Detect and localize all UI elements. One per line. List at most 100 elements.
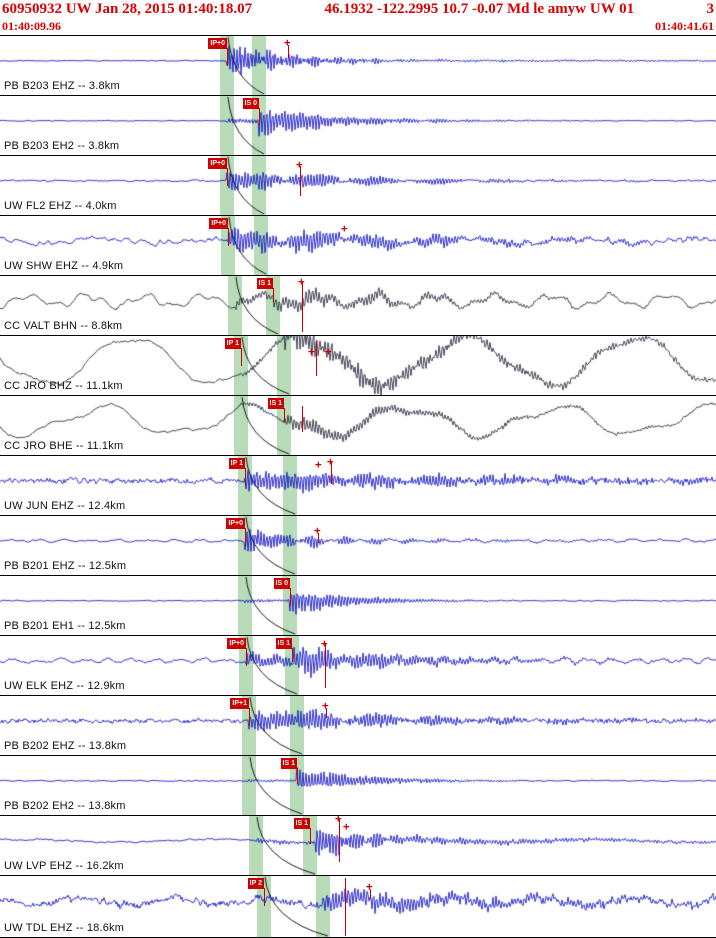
header: 60950932 UW Jan 28, 2015 01:40:18.07 46.… xyxy=(0,0,716,35)
pick-time-line[interactable] xyxy=(259,108,260,126)
pick-flag[interactable]: IS 1 xyxy=(275,638,292,649)
time-axis-labels: 01:40:09.96 01:40:41.61 xyxy=(0,18,716,35)
pick-time-line[interactable] xyxy=(245,468,246,486)
pick-cross-marker: + xyxy=(308,345,315,358)
pick-time-line[interactable] xyxy=(292,648,293,662)
waveform-canvas[interactable] xyxy=(0,36,716,95)
trace-row: UW SHW EHZ -- 4.9km IP+0 + xyxy=(0,216,716,276)
trace-row: UW TDL EHZ -- 18.6km IP 2 + xyxy=(0,876,716,938)
pick-time-line[interactable] xyxy=(227,48,228,66)
station-label: CC JRO BHZ -- 11.1km xyxy=(4,380,123,392)
pick-cross-marker: + xyxy=(322,699,329,712)
window-end-time: 01:40:41.61 xyxy=(655,19,714,33)
trace-row: PB B201 EHZ -- 12.5km IP+0 + xyxy=(0,516,716,576)
trace-row: UW ELK EHZ -- 12.9km IP+0 IS 1 + xyxy=(0,636,716,696)
uncertainty-line xyxy=(300,166,301,196)
trace-row: PB B203 EHZ -- 3.8km IP+0 + xyxy=(0,36,716,96)
trace-row: UW LVP EHZ -- 16.2km IS 1 + + xyxy=(0,816,716,876)
pick-flag[interactable]: IS 0 xyxy=(242,98,259,109)
pick-time-line[interactable] xyxy=(284,408,285,422)
pick-cross-marker: + xyxy=(327,456,334,468)
pick-cross-marker: + xyxy=(314,524,321,537)
pick-cross-marker: + xyxy=(321,637,328,650)
pick-cross-marker: + xyxy=(335,816,342,825)
pick-time-line[interactable] xyxy=(249,708,250,726)
uncertainty-line xyxy=(316,342,317,376)
waveform-canvas[interactable] xyxy=(0,216,716,275)
station-label: UW FL2 EHZ -- 4.0km xyxy=(4,200,117,212)
station-label: PB B201 EHZ -- 12.5km xyxy=(4,560,127,572)
waveform-canvas[interactable] xyxy=(0,876,716,937)
pick-flag[interactable]: IP+0 xyxy=(208,158,227,169)
uncertainty-line xyxy=(288,45,289,58)
pick-flag[interactable]: IP+1 xyxy=(230,698,249,709)
waveform-canvas[interactable] xyxy=(0,576,716,635)
pick-time-line[interactable] xyxy=(246,648,247,666)
waveform-canvas[interactable] xyxy=(0,756,716,815)
waveform-canvas[interactable] xyxy=(0,96,716,155)
station-label: UW TDL EHZ -- 18.6km xyxy=(4,922,125,934)
pick-flag[interactable]: IS 1 xyxy=(293,818,310,829)
uncertainty-line xyxy=(345,878,346,936)
pick-time-line[interactable] xyxy=(241,348,242,366)
uncertainty-line xyxy=(302,282,303,332)
trace-row: CC JRO BHE -- 11.1km IS 1 xyxy=(0,396,716,456)
pick-flag[interactable]: IP+0 xyxy=(227,638,246,649)
pick-time-line[interactable] xyxy=(290,588,291,606)
pick-cross-marker: + xyxy=(298,276,305,288)
waveform-canvas[interactable] xyxy=(0,516,716,575)
event-location-magnitude: 46.1932 -122.2995 10.7 -0.07 Md le amyw … xyxy=(324,1,635,17)
pick-time-line[interactable] xyxy=(310,828,311,844)
station-label: PB B203 EHZ -- 3.8km xyxy=(4,80,120,92)
waveform-canvas[interactable] xyxy=(0,276,716,335)
pick-flag[interactable]: IP+0 xyxy=(226,518,245,529)
station-label: CC JRO BHE -- 11.1km xyxy=(4,440,124,452)
pick-flag[interactable]: IP 2 xyxy=(247,878,264,889)
trace-area: PB B203 EHZ -- 3.8km IP+0 + PB B203 EH2 -… xyxy=(0,35,716,938)
pick-time-line[interactable] xyxy=(227,168,228,186)
uncertainty-line xyxy=(302,406,303,432)
waveform-canvas[interactable] xyxy=(0,396,716,455)
pick-flag[interactable]: IP+0 xyxy=(208,38,227,49)
waveform-canvas[interactable] xyxy=(0,456,716,515)
trace-row: CC JRO BHZ -- 11.1km IP 1 + + xyxy=(0,336,716,396)
window-start-time: 01:40:09.96 xyxy=(2,19,61,33)
pick-cross-marker: + xyxy=(343,820,350,833)
pick-time-line[interactable] xyxy=(264,888,265,906)
pick-flag[interactable]: IP 1 xyxy=(228,458,245,469)
pick-time-line[interactable] xyxy=(297,768,298,784)
trace-row: PB B202 EHZ -- 13.8km IP+1 + xyxy=(0,696,716,756)
pick-flag[interactable]: IP+0 xyxy=(209,218,228,229)
uncertainty-line xyxy=(331,462,332,484)
waveform-canvas[interactable] xyxy=(0,816,716,875)
pick-flag[interactable]: IS 1 xyxy=(256,278,273,289)
trace-row: UW JUN EHZ -- 12.4km IP 1 + + xyxy=(0,456,716,516)
pick-flag[interactable]: IS 1 xyxy=(280,758,297,769)
trace-row: UW FL2 EHZ -- 4.0km IP+0 + xyxy=(0,156,716,216)
pick-time-line[interactable] xyxy=(273,288,274,302)
pick-flag[interactable]: IS 0 xyxy=(273,578,290,589)
pick-cross-marker: + xyxy=(366,880,373,893)
station-label: PB B202 EHZ -- 13.8km xyxy=(4,740,127,752)
pick-time-line[interactable] xyxy=(228,228,229,246)
pick-flag[interactable]: IP 1 xyxy=(224,338,241,349)
uncertainty-line xyxy=(339,818,340,862)
station-label: PB B203 EH2 -- 3.8km xyxy=(4,140,120,152)
trace-row: PB B202 EH2 -- 13.8km IS 1 xyxy=(0,756,716,816)
trace-row: PB B201 EH1 -- 12.5km IS 0 xyxy=(0,576,716,636)
station-label: UW LVP EHZ -- 16.2km xyxy=(4,860,124,872)
uncertainty-line xyxy=(325,644,326,688)
waveform-canvas[interactable] xyxy=(0,696,716,755)
station-label: UW SHW EHZ -- 4.9km xyxy=(4,260,124,272)
waveform-canvas[interactable] xyxy=(0,336,716,395)
pick-time-line[interactable] xyxy=(245,528,246,546)
station-label: PB B201 EH1 -- 12.5km xyxy=(4,620,126,632)
waveform-canvas[interactable] xyxy=(0,156,716,215)
pick-flag[interactable]: IS 1 xyxy=(267,398,284,409)
uncertainty-line xyxy=(326,708,327,718)
trace-row: CC VALT BHN -- 8.8km IS 1 + xyxy=(0,276,716,336)
waveform-canvas[interactable] xyxy=(0,636,716,695)
trace-row: PB B203 EH2 -- 3.8km IS 0 xyxy=(0,96,716,156)
event-summary-line: 60950932 UW Jan 28, 2015 01:40:18.07 46.… xyxy=(0,0,716,18)
